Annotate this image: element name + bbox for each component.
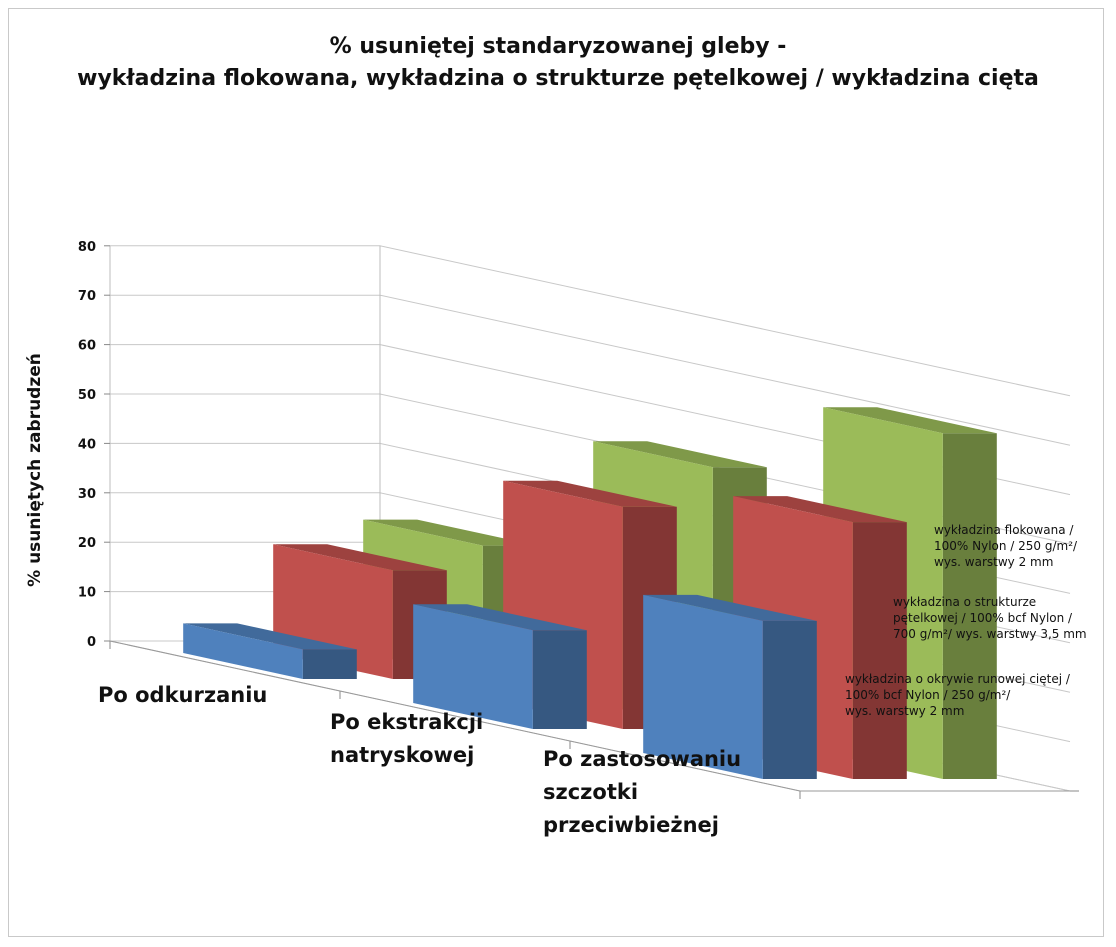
x-axis-line: [109, 640, 801, 792]
y-tick-label: 80: [78, 240, 96, 255]
bar-top: [363, 519, 537, 546]
category-label: szczotki: [543, 780, 638, 804]
y-tick-label: 10: [78, 586, 96, 601]
bar-side: [532, 630, 587, 729]
category-label: Po odkurzaniu: [98, 683, 267, 707]
gridline: [110, 245, 1071, 397]
series-label: wys. warstwy 2 mm: [845, 704, 964, 718]
bar-top: [183, 623, 357, 650]
y-tick-label: 20: [78, 536, 96, 551]
bar-top: [503, 480, 677, 507]
category-label: Po ekstrakcji: [330, 710, 483, 734]
chart-subtitle: wykładzina flokowana, wykładzina o struk…: [77, 66, 1039, 91]
y-tick-label: 30: [78, 487, 96, 502]
series-label: wys. warstwy 2 mm: [934, 555, 1053, 569]
series-label: wykładzina o strukturze: [893, 595, 1036, 609]
bar-top: [413, 604, 587, 631]
category-label: Po zastosowaniu: [543, 747, 741, 771]
bar-side: [762, 620, 817, 779]
bar: [643, 594, 763, 779]
bar-side: [302, 649, 357, 679]
bar-top: [593, 441, 767, 468]
series-label: wykładzina flokowana /: [934, 523, 1074, 537]
series-label: 100% bcf Nylon / 250 g/m²/: [845, 688, 1011, 702]
bar-top: [643, 594, 817, 621]
category-label: natryskowej: [330, 743, 474, 767]
y-tick-label: 40: [78, 437, 96, 452]
y-tick-label: 0: [87, 635, 96, 650]
category-label: przeciwbieżnej: [543, 813, 719, 837]
bar: [183, 623, 303, 679]
bar: [413, 604, 533, 729]
series-label: 700 g/m²/ wys. warstwy 3,5 mm: [893, 627, 1087, 641]
series-label: pętelkowej / 100% bcf Nylon /: [893, 611, 1073, 625]
y-axis-label: % usuniętych zabrudzeń: [25, 353, 45, 587]
chart-title: % usuniętej standaryzowanej gleby -: [329, 34, 787, 59]
y-tick-label: 70: [78, 289, 96, 304]
bar-side: [942, 433, 997, 779]
y-tick-label: 60: [78, 339, 96, 354]
series-label: wykładzina o okrywie runowej ciętej /: [845, 672, 1071, 686]
bar-top: [273, 544, 447, 571]
bar-top: [823, 407, 997, 434]
bar-side: [852, 522, 907, 779]
y-tick-label: 50: [78, 388, 96, 403]
bar-top: [733, 496, 907, 523]
series-label: 100% Nylon / 250 g/m²/: [934, 539, 1078, 553]
